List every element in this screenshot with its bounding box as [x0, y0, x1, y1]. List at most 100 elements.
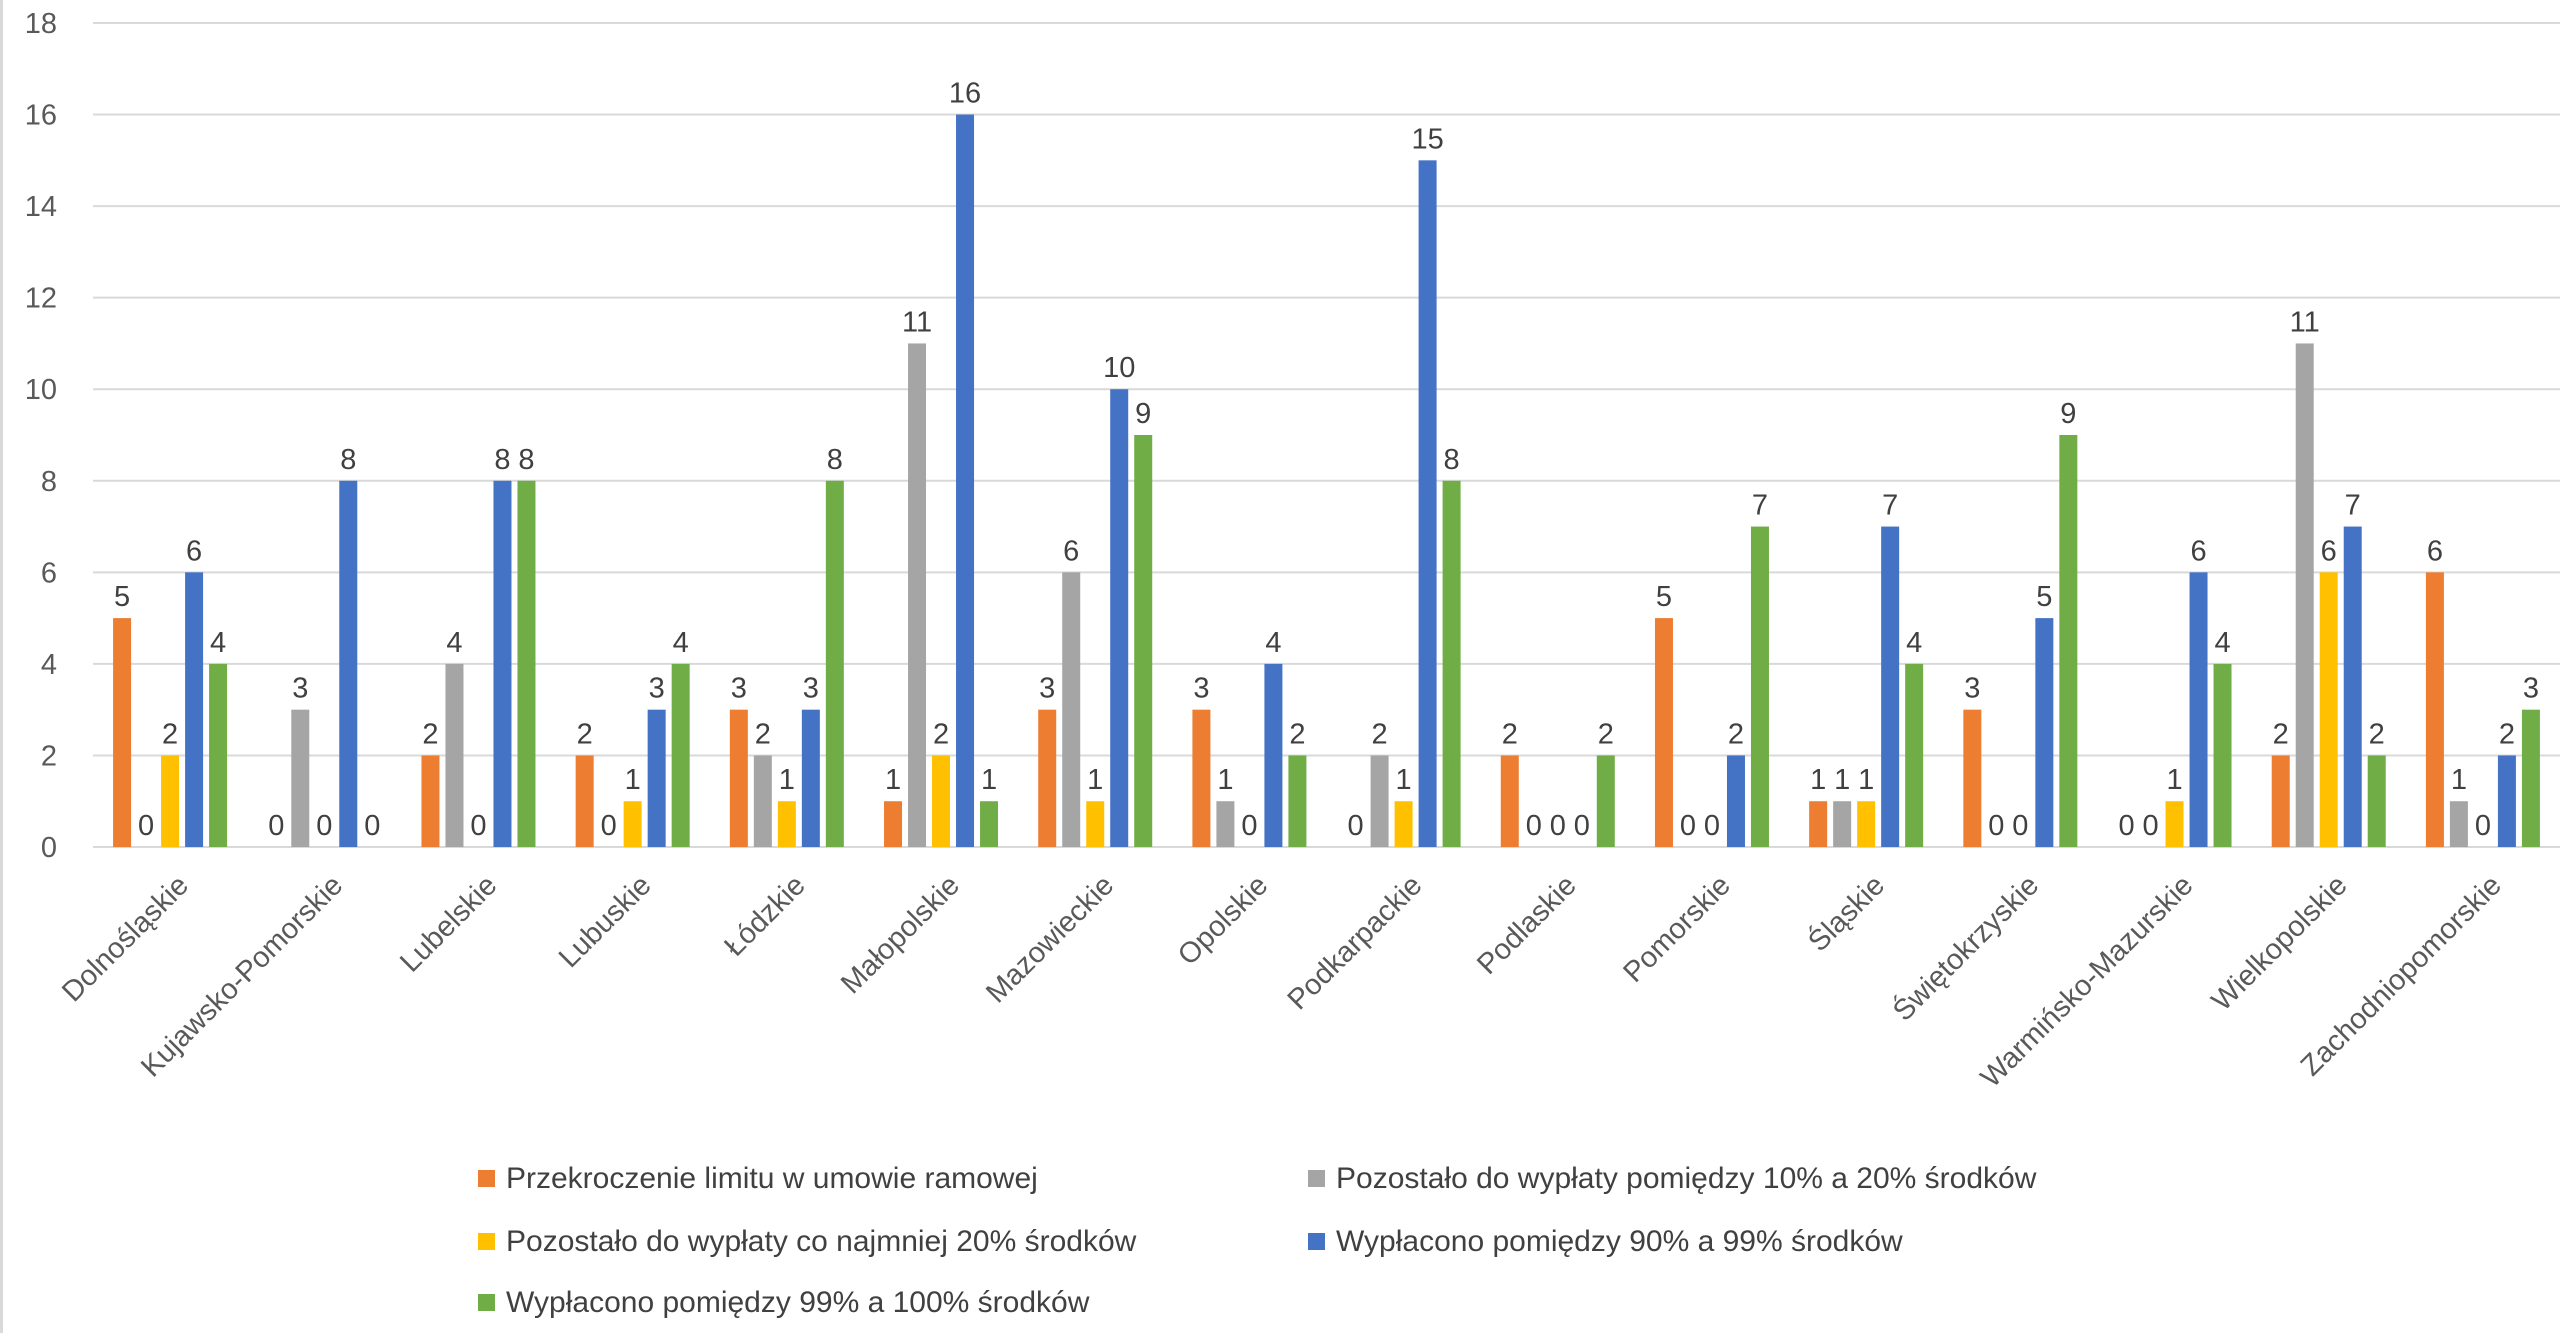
data-label: 0 — [1680, 810, 1696, 842]
data-label: 2 — [1289, 718, 1305, 750]
legend-swatch — [1308, 1170, 1325, 1187]
x-tick-label: Podlaskie — [1471, 869, 1583, 981]
bar — [2521, 709, 2540, 847]
legend-swatch — [478, 1170, 495, 1187]
bar — [1062, 572, 1081, 847]
data-label: 8 — [1444, 444, 1460, 476]
bar — [1442, 480, 1461, 847]
bar — [908, 343, 927, 847]
data-label: 1 — [1858, 764, 1874, 796]
data-label: 0 — [470, 810, 486, 842]
bar — [1654, 618, 1673, 847]
x-tick-label: Śląskie — [1801, 868, 1891, 958]
data-label: 2 — [1502, 718, 1518, 750]
x-tick-label: Małopolskie — [835, 869, 966, 1000]
data-label: 9 — [1135, 398, 1151, 430]
bar — [1596, 755, 1615, 847]
data-label: 2 — [2499, 718, 2515, 750]
data-label: 0 — [268, 810, 284, 842]
bar — [2343, 526, 2362, 847]
data-label: 2 — [1598, 718, 1614, 750]
bar — [445, 663, 464, 847]
data-label: 5 — [114, 581, 130, 613]
bar — [1500, 755, 1519, 847]
data-label: 0 — [138, 810, 154, 842]
y-tick-label: 2 — [41, 740, 57, 772]
bar — [801, 709, 820, 847]
data-label: 3 — [2523, 673, 2539, 705]
data-label: 3 — [1039, 673, 1055, 705]
y-tick-label: 14 — [25, 191, 57, 223]
data-label: 3 — [1193, 673, 1209, 705]
data-label: 0 — [1348, 810, 1364, 842]
data-label: 11 — [902, 306, 932, 338]
data-label: 9 — [2060, 398, 2076, 430]
y-tick-label: 8 — [41, 466, 57, 498]
data-label: 7 — [1882, 490, 1898, 522]
bar — [291, 709, 310, 847]
bar — [2449, 801, 2468, 847]
data-label: 3 — [731, 673, 747, 705]
data-label: 0 — [1526, 810, 1542, 842]
bar — [1963, 709, 1982, 847]
y-tick-label: 16 — [25, 100, 57, 132]
x-tick-label: Podkarpackie — [1282, 869, 1429, 1016]
bar — [2035, 618, 2054, 847]
bar — [1192, 709, 1211, 847]
bar — [1881, 526, 1900, 847]
bar — [161, 755, 180, 847]
data-label: 1 — [1087, 764, 1103, 796]
data-label: 0 — [2012, 810, 2028, 842]
x-tick-label: Lubelskie — [394, 869, 503, 978]
x-tick-label: Lubuskie — [553, 869, 658, 974]
data-label: 2 — [2369, 718, 2385, 750]
data-label: 4 — [1265, 627, 1281, 659]
bar — [1750, 526, 1769, 847]
data-label: 4 — [446, 627, 462, 659]
bar — [1905, 663, 1924, 847]
data-label: 0 — [1574, 810, 1590, 842]
data-label: 2 — [2273, 718, 2289, 750]
data-label: 3 — [292, 673, 308, 705]
data-label: 1 — [981, 764, 997, 796]
y-tick-label: 6 — [41, 557, 57, 589]
x-tick-label: Mazowieckie — [980, 869, 1120, 1009]
data-label: 2 — [1728, 718, 1744, 750]
y-tick-label: 18 — [25, 8, 57, 40]
data-label: 1 — [625, 764, 641, 796]
data-label: 0 — [316, 810, 332, 842]
data-label: 7 — [2345, 490, 2361, 522]
data-label: 1 — [1834, 764, 1850, 796]
bar — [1857, 801, 1876, 847]
data-label: 3 — [803, 673, 819, 705]
bar — [517, 480, 536, 847]
data-label: 1 — [2451, 764, 2467, 796]
bar — [647, 709, 666, 847]
data-label: 0 — [2475, 810, 2491, 842]
data-label: 0 — [1241, 810, 1257, 842]
bar — [339, 480, 358, 847]
data-label: 0 — [1988, 810, 2004, 842]
y-tick-label: 0 — [41, 832, 57, 864]
data-label: 8 — [827, 444, 843, 476]
legend-swatch — [478, 1233, 495, 1250]
bar — [1833, 801, 1852, 847]
bar — [1418, 160, 1437, 848]
bar — [753, 755, 772, 847]
data-label: 10 — [1103, 352, 1135, 384]
legend: Przekroczenie limitu w umowie ramowej Poz… — [478, 1162, 2037, 1319]
data-label: 0 — [1550, 810, 1566, 842]
data-label: 15 — [1411, 123, 1443, 155]
data-label: 0 — [2118, 810, 2134, 842]
y-axis-ticks: 0 2 4 6 8 10 12 14 16 18 — [25, 8, 57, 864]
bar — [932, 755, 951, 847]
bar — [1134, 435, 1153, 847]
data-label: 4 — [210, 627, 226, 659]
data-label: 2 — [162, 718, 178, 750]
chart-left-border — [0, 0, 3, 1333]
data-label: 3 — [649, 673, 665, 705]
bar — [493, 480, 512, 847]
bar — [2319, 572, 2338, 847]
